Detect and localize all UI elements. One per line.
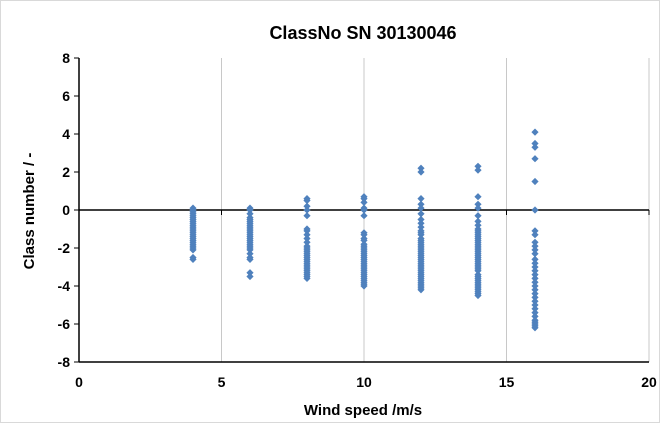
x-axis-label: Wind speed /m/s bbox=[304, 402, 422, 419]
data-point bbox=[531, 293, 539, 301]
data-point bbox=[303, 234, 311, 243]
y-tick-label: 8 bbox=[62, 50, 70, 66]
data-point bbox=[531, 259, 539, 267]
chart-area: ClassNo SN 30130046 -8 -6 -4 -2 0 2 4 6 8 0 5 10 15 2… bbox=[0, 0, 660, 423]
data-point bbox=[531, 246, 539, 254]
data-point bbox=[531, 312, 539, 320]
data-point bbox=[417, 210, 425, 218]
data-point bbox=[417, 223, 425, 231]
data-point bbox=[531, 290, 539, 298]
data-point bbox=[531, 231, 539, 239]
data-point bbox=[531, 278, 539, 286]
data-point bbox=[303, 202, 311, 210]
data-point bbox=[531, 255, 539, 263]
data-point bbox=[531, 267, 539, 275]
data-point bbox=[360, 212, 368, 220]
data-point bbox=[246, 269, 254, 277]
data-point bbox=[246, 210, 254, 218]
data-point bbox=[531, 263, 539, 271]
data-point bbox=[303, 238, 311, 246]
data-point bbox=[531, 271, 539, 279]
y-tick-label: 6 bbox=[62, 88, 70, 104]
data-point bbox=[417, 219, 425, 227]
data-point bbox=[303, 206, 311, 214]
x-tick-label: 5 bbox=[218, 374, 226, 390]
data-point bbox=[531, 282, 539, 290]
data-point bbox=[531, 250, 539, 258]
y-tick-label: -2 bbox=[58, 240, 71, 256]
data-point bbox=[417, 231, 425, 239]
data-point bbox=[474, 212, 482, 220]
data-point bbox=[303, 227, 311, 235]
data-point bbox=[531, 128, 539, 136]
data-point bbox=[531, 324, 539, 332]
data-point bbox=[474, 204, 482, 212]
data-point bbox=[474, 166, 482, 174]
data-point bbox=[474, 162, 482, 170]
data-point bbox=[303, 274, 311, 282]
tick-labels: -8 -6 -4 -2 0 2 4 6 8 0 5 10 15 20 bbox=[58, 50, 657, 390]
data-point bbox=[474, 267, 482, 275]
data-point bbox=[531, 139, 539, 148]
data-point bbox=[417, 215, 425, 224]
data-point bbox=[417, 168, 425, 176]
data-point bbox=[474, 193, 482, 201]
x-tick-label: 20 bbox=[641, 374, 657, 390]
data-point bbox=[189, 255, 197, 263]
data-point bbox=[531, 227, 539, 235]
data-point bbox=[360, 206, 368, 214]
y-tick-label: -6 bbox=[58, 316, 71, 332]
data-point bbox=[246, 206, 254, 214]
chart-title: ClassNo SN 30130046 bbox=[269, 23, 456, 43]
y-tick-label: 4 bbox=[62, 126, 70, 142]
x-tick-label: 10 bbox=[356, 374, 372, 390]
data-point bbox=[531, 206, 539, 214]
data-point bbox=[246, 246, 254, 254]
data-point bbox=[417, 164, 425, 172]
scatter-chart: ClassNo SN 30130046 -8 -6 -4 -2 0 2 4 6 8 0 5 10 15 2… bbox=[21, 23, 657, 419]
x-tick-label: 0 bbox=[75, 374, 83, 390]
data-point bbox=[474, 291, 482, 300]
data-point bbox=[531, 286, 539, 294]
data-point bbox=[417, 200, 425, 208]
data-point bbox=[531, 301, 539, 309]
data-point bbox=[246, 272, 254, 281]
data-point bbox=[531, 305, 539, 313]
data-point bbox=[360, 282, 368, 290]
data-point bbox=[246, 250, 254, 258]
data-point bbox=[303, 212, 311, 220]
data-point bbox=[417, 286, 425, 294]
data-point bbox=[531, 309, 539, 317]
data-point bbox=[360, 195, 368, 203]
data-point bbox=[417, 204, 425, 212]
data-point bbox=[303, 231, 311, 239]
data-point bbox=[531, 238, 539, 246]
y-tick-label: 0 bbox=[62, 202, 70, 218]
data-point bbox=[189, 246, 197, 254]
data-point bbox=[531, 297, 539, 305]
data-point bbox=[474, 217, 482, 225]
data-point bbox=[417, 195, 425, 203]
data-point bbox=[360, 236, 368, 244]
data-point bbox=[360, 198, 368, 206]
data-point bbox=[246, 255, 254, 263]
data-point bbox=[531, 242, 539, 250]
y-tick-label: -4 bbox=[58, 278, 71, 294]
data-point bbox=[531, 155, 539, 163]
data-point bbox=[531, 177, 539, 186]
data-point bbox=[531, 274, 539, 282]
y-tick-label: 2 bbox=[62, 164, 70, 180]
data-points bbox=[189, 128, 539, 332]
y-axis-label: Class number / - bbox=[21, 153, 38, 270]
data-point bbox=[474, 221, 482, 229]
x-tick-label: 15 bbox=[499, 374, 515, 390]
data-point bbox=[360, 231, 368, 239]
data-point bbox=[303, 196, 311, 205]
y-tick-label: -8 bbox=[58, 354, 71, 370]
data-point bbox=[531, 143, 539, 151]
data-point bbox=[474, 200, 482, 208]
